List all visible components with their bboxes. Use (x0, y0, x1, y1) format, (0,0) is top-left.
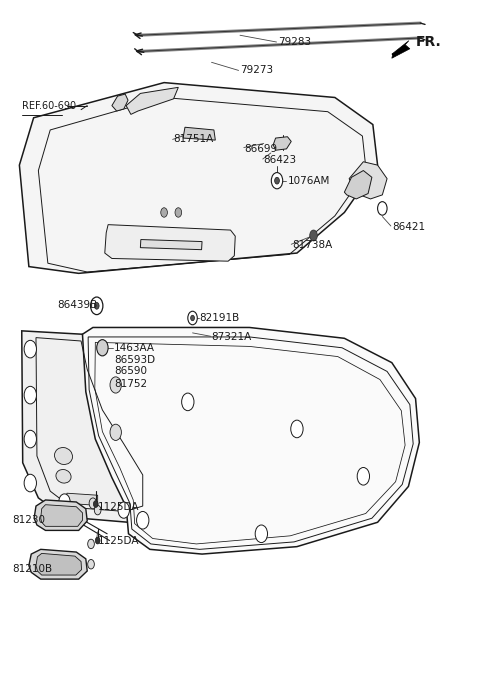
Polygon shape (273, 136, 291, 150)
Circle shape (181, 393, 194, 411)
Circle shape (24, 474, 36, 492)
Circle shape (188, 311, 197, 325)
Text: 1125DA: 1125DA (97, 535, 139, 546)
Circle shape (110, 377, 121, 393)
Circle shape (110, 424, 121, 441)
Text: 79283: 79283 (278, 37, 311, 47)
Polygon shape (22, 331, 150, 522)
Polygon shape (392, 41, 410, 58)
Text: 81738A: 81738A (292, 240, 333, 250)
Circle shape (255, 525, 267, 543)
Polygon shape (112, 94, 128, 111)
Text: 86699: 86699 (245, 144, 278, 154)
Circle shape (175, 208, 181, 217)
Polygon shape (41, 505, 83, 527)
Text: 86421: 86421 (392, 222, 425, 233)
Polygon shape (140, 239, 202, 250)
Circle shape (275, 177, 279, 184)
Circle shape (357, 467, 370, 485)
Text: 86590: 86590 (114, 366, 147, 376)
Circle shape (96, 340, 108, 356)
Circle shape (96, 537, 100, 544)
Circle shape (271, 173, 283, 189)
Circle shape (24, 430, 36, 448)
Text: 1463AA: 1463AA (114, 343, 155, 353)
Circle shape (118, 502, 130, 518)
Polygon shape (34, 500, 87, 531)
Ellipse shape (56, 469, 71, 483)
Text: 1076AM: 1076AM (288, 177, 330, 186)
Text: 86439B: 86439B (57, 300, 97, 310)
Polygon shape (83, 327, 420, 554)
Polygon shape (349, 162, 387, 199)
Text: 82191B: 82191B (200, 313, 240, 323)
Circle shape (88, 559, 95, 569)
Polygon shape (344, 170, 372, 199)
Ellipse shape (55, 447, 72, 464)
Text: 86423: 86423 (264, 155, 297, 165)
Polygon shape (105, 224, 235, 261)
Circle shape (161, 208, 168, 217)
Circle shape (191, 315, 194, 321)
Circle shape (88, 539, 95, 548)
Circle shape (95, 302, 99, 309)
Polygon shape (183, 128, 216, 140)
Circle shape (24, 386, 36, 404)
Text: 1125DA: 1125DA (97, 503, 139, 512)
Circle shape (137, 512, 149, 529)
Circle shape (89, 498, 96, 509)
Text: 79273: 79273 (240, 65, 273, 76)
Circle shape (24, 340, 36, 358)
Polygon shape (19, 83, 378, 273)
Circle shape (95, 505, 101, 515)
Polygon shape (29, 549, 87, 579)
Polygon shape (67, 493, 97, 505)
Text: 81230: 81230 (12, 515, 45, 524)
Text: 81751A: 81751A (174, 134, 214, 145)
Text: 86593D: 86593D (114, 355, 156, 365)
Text: 81210B: 81210B (12, 564, 52, 574)
Circle shape (378, 202, 387, 216)
Polygon shape (126, 87, 179, 115)
Polygon shape (36, 553, 82, 575)
Circle shape (59, 494, 70, 510)
Circle shape (310, 230, 317, 241)
Text: 81752: 81752 (114, 379, 147, 389)
Text: REF.60-690: REF.60-690 (22, 101, 76, 110)
Circle shape (291, 420, 303, 438)
Circle shape (94, 501, 98, 507)
Circle shape (91, 297, 103, 314)
Text: FR.: FR. (416, 35, 441, 49)
Text: 87321A: 87321A (212, 332, 252, 342)
